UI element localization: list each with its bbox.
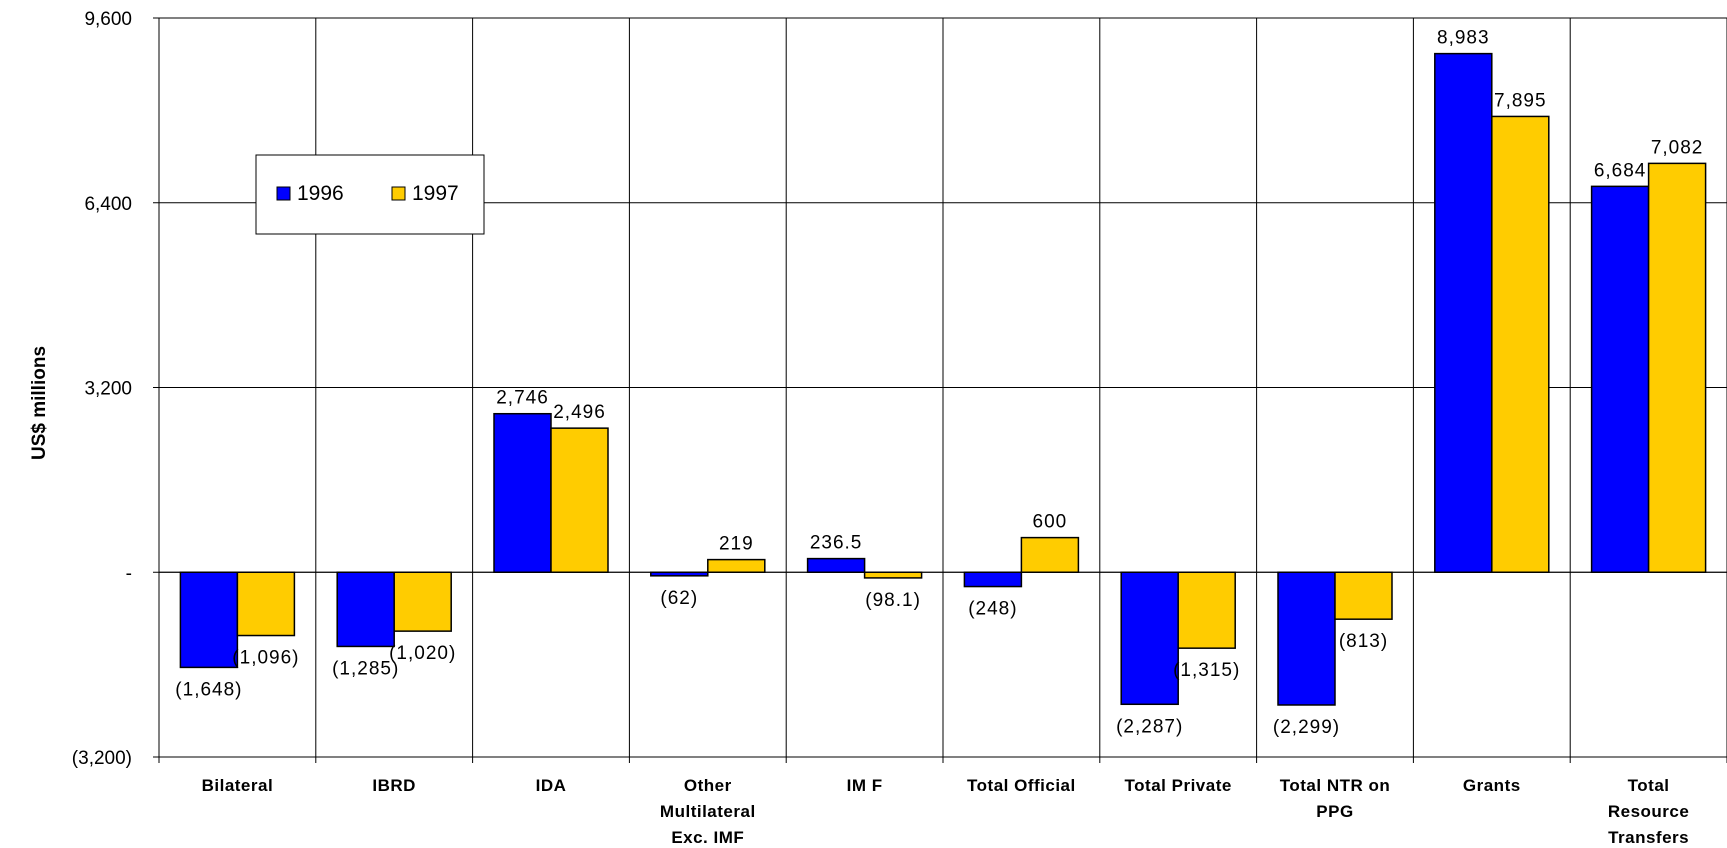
bar-1996: [336, 571, 395, 648]
x-category-label: Transfers: [1608, 828, 1689, 847]
x-category-label: Other: [684, 776, 732, 795]
data-label-1997: 7,895: [1494, 90, 1547, 111]
data-label-1997: (1,315): [1173, 660, 1240, 681]
x-category-label: IM F: [847, 776, 883, 795]
data-label-1996: (2,299): [1273, 717, 1340, 738]
bar-1996: [493, 412, 552, 573]
bar-1996: [179, 571, 239, 669]
data-label-1996: (248): [968, 599, 1017, 620]
data-label-1996: (1,648): [175, 679, 242, 700]
bar-1996: [806, 557, 866, 574]
bar-1997: [1491, 115, 1550, 574]
y-tick-label: (3,200): [72, 748, 132, 769]
data-labels: (1,648) (1,285) 2,746 (62) 236.5 (248) (2,287)…: [175, 28, 1704, 738]
x-category-label: Total: [1628, 776, 1670, 795]
data-label-1997: 219: [719, 534, 754, 555]
legend-swatch-1996: [276, 186, 291, 201]
bar-1997: [1334, 571, 1393, 620]
legend-swatch-1997: [391, 186, 406, 201]
data-label-1997: 600: [1033, 512, 1068, 533]
x-category-label: Total NTR on: [1280, 776, 1391, 795]
data-label-1996: 2,746: [496, 388, 549, 409]
data-label-1997: (1,020): [389, 643, 456, 664]
data-label-1996: (62): [660, 588, 698, 609]
data-label-1996: (2,287): [1116, 716, 1183, 737]
bar-1997: [550, 427, 609, 573]
y-tick-label: 6,400: [84, 194, 132, 215]
x-category-label: Bilateral: [202, 776, 274, 795]
x-category-label: IDA: [536, 776, 567, 795]
x-category-label: Exc. IMF: [671, 828, 744, 847]
bar-1997: [707, 558, 766, 574]
data-label-1996: (1,285): [332, 658, 399, 679]
bar-1997: [393, 571, 452, 632]
bar-1996: [1590, 185, 1650, 574]
y-tick-label: 3,200: [84, 379, 132, 400]
bar-1996: [963, 571, 1023, 588]
data-label-1997: (98.1): [865, 590, 921, 611]
legend-label-1996: 1996: [297, 182, 344, 205]
data-label-1997: (813): [1339, 631, 1388, 652]
data-label-1997: 7,082: [1651, 137, 1704, 158]
legend: 1996 1997: [255, 154, 485, 235]
axes: 9,600 6,400 3,200 - (3,200) Bilateral IBRD IDA O…: [72, 9, 1727, 847]
bar-1997: [1647, 162, 1707, 573]
bar-1996: [1277, 571, 1336, 706]
bars: [179, 52, 1707, 706]
bar-1997: [1020, 536, 1080, 573]
y-tick-label: -: [126, 563, 132, 584]
bar-1997: [863, 571, 923, 579]
x-category-label: Multilateral: [660, 802, 756, 821]
data-label-1996: 236.5: [810, 533, 863, 554]
x-category-label: PPG: [1316, 802, 1353, 821]
bar-1997: [236, 571, 296, 637]
x-category-label: Grants: [1463, 776, 1521, 795]
bar-1997: [1177, 571, 1236, 649]
x-category-label: Resource: [1608, 802, 1689, 821]
y-axis-title: US$ millions: [29, 346, 50, 460]
bar-1996: [1434, 52, 1493, 573]
data-label-1997: 2,496: [553, 402, 606, 423]
bar-1996: [650, 571, 709, 577]
legend-box: [255, 154, 485, 235]
legend-label-1997: 1997: [412, 182, 459, 205]
data-label-1996: 6,684: [1594, 160, 1647, 181]
data-label-1997: (1,096): [232, 648, 299, 669]
data-label-1996: 8,983: [1437, 28, 1490, 49]
bar-1996: [1120, 571, 1179, 706]
x-category-label: Total Official: [967, 776, 1076, 795]
x-category-label: IBRD: [372, 776, 416, 795]
y-tick-label: 9,600: [84, 9, 132, 30]
x-category-label: Total Private: [1125, 776, 1232, 795]
